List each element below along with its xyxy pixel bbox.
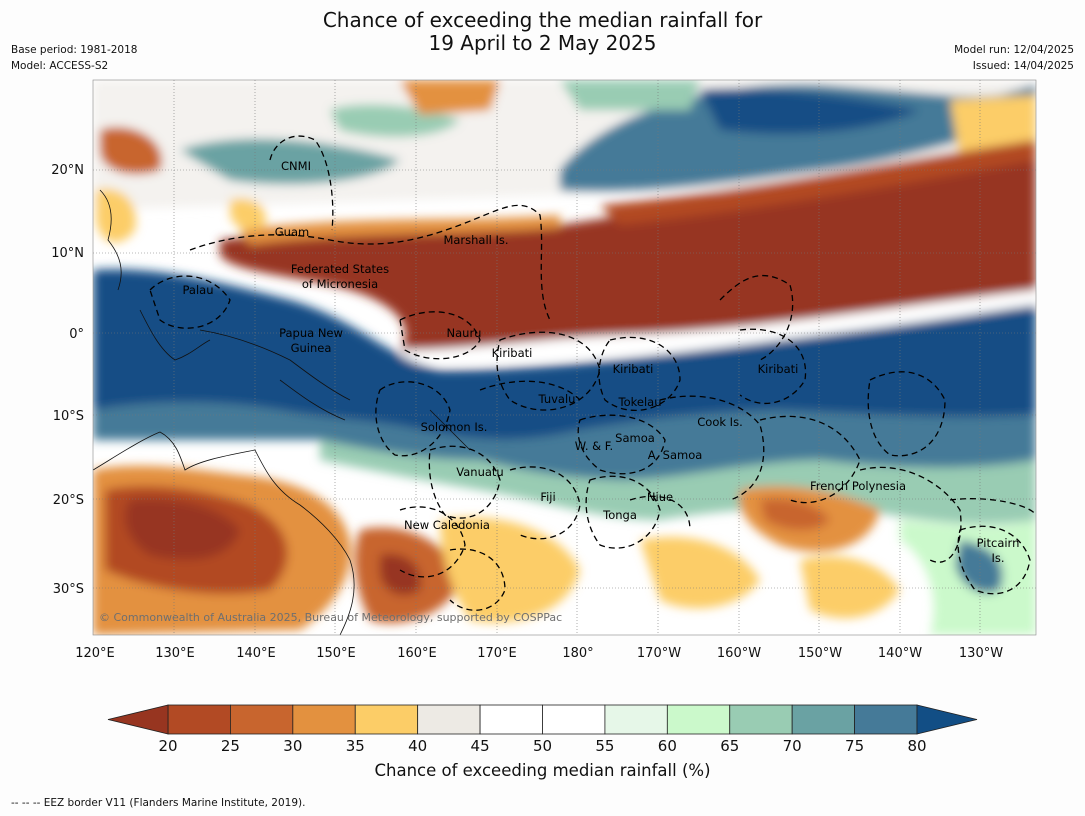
colorbar-tick-label: 60 bbox=[658, 737, 677, 755]
graticule bbox=[93, 80, 1036, 635]
model-name: Model: ACCESS-S2 bbox=[11, 60, 109, 72]
region-label: Vanuatu bbox=[456, 465, 503, 479]
lon-label: 170°W bbox=[637, 646, 681, 661]
lat-label: 20°S bbox=[53, 493, 84, 508]
map-title-line1: Chance of exceeding the median rainfall … bbox=[322, 8, 763, 32]
colorbar-cell bbox=[542, 704, 606, 735]
lon-label: 130°W bbox=[959, 646, 1003, 661]
lon-label: 160°W bbox=[717, 646, 761, 661]
colorbar-cell bbox=[666, 704, 731, 735]
colorbar-tick-label: 80 bbox=[907, 737, 926, 755]
region-label: French Polynesia bbox=[810, 479, 906, 493]
colorbar-tick-label: 55 bbox=[595, 737, 614, 755]
eez-borders bbox=[149, 135, 1036, 611]
colorbar-label: Chance of exceeding median rainfall (%) bbox=[374, 761, 711, 780]
lat-label: 30°S bbox=[53, 582, 84, 597]
colorbar-over-arrow bbox=[916, 704, 978, 735]
region-label: Guam bbox=[275, 225, 309, 239]
region-label: New Caledonia bbox=[404, 518, 490, 532]
region-label: Is. bbox=[991, 551, 1004, 565]
colorbar-tick-label: 35 bbox=[346, 737, 365, 755]
map-frame bbox=[92, 79, 1037, 636]
colorbar-cell bbox=[729, 704, 793, 735]
copyright-notice: © Commonwealth of Australia 2025, Bureau… bbox=[99, 611, 562, 624]
region-label: Pitcairn bbox=[977, 536, 1020, 550]
colorbar-tick-label: 50 bbox=[533, 737, 552, 755]
region-label: Niue bbox=[647, 490, 673, 504]
colorbar-cell bbox=[604, 704, 668, 735]
colorbar-cell bbox=[354, 704, 419, 735]
colorbar-tick-label: 20 bbox=[158, 737, 177, 755]
lon-label: 150°W bbox=[798, 646, 842, 661]
lat-label: 20°N bbox=[51, 163, 84, 178]
colorbar-tick-label: 65 bbox=[720, 737, 739, 755]
region-label: Samoa bbox=[615, 431, 655, 445]
colorbar-cell bbox=[417, 704, 481, 735]
region-label: Tokelau bbox=[618, 395, 662, 409]
colorbar-tick-label: 70 bbox=[783, 737, 802, 755]
lon-label: 140°E bbox=[236, 646, 276, 661]
region-label: Guinea bbox=[291, 341, 332, 355]
lon-label: 170°E bbox=[477, 646, 517, 661]
rainfall-probability-field: CNMI Guam Marshall Is. Federated States … bbox=[93, 80, 1036, 635]
lon-label: 160°E bbox=[397, 646, 437, 661]
region-label: A. Samoa bbox=[648, 448, 703, 462]
lon-label: 140°W bbox=[878, 646, 922, 661]
region-label: Kiribati bbox=[613, 362, 654, 376]
colorbar-cell bbox=[791, 704, 855, 735]
eez-footnote: -- -- -- EEZ border V11 (Flanders Marine… bbox=[11, 797, 306, 809]
colorbar-cell bbox=[230, 704, 294, 735]
lon-label: 130°E bbox=[155, 646, 195, 661]
region-label: Nauru bbox=[447, 326, 482, 340]
lon-label: 120°E bbox=[75, 646, 115, 661]
region-label: Cook Is. bbox=[697, 415, 742, 429]
model-run: Model run: 12/04/2025 bbox=[954, 44, 1074, 56]
region-label: Marshall Is. bbox=[443, 233, 508, 247]
lat-label: 10°N bbox=[51, 246, 84, 261]
region-label: Palau bbox=[183, 283, 214, 297]
colorbar-tick-label: 45 bbox=[471, 737, 490, 755]
lat-label: 10°S bbox=[53, 409, 84, 424]
issued-date: Issued: 14/04/2025 bbox=[972, 60, 1074, 72]
colorbar-cell bbox=[292, 704, 356, 735]
region-label: Solomon Is. bbox=[421, 420, 488, 434]
region-label: W. & F. bbox=[575, 439, 613, 453]
colorbar-tick-label: 25 bbox=[221, 737, 240, 755]
lat-label: 0° bbox=[69, 327, 84, 342]
base-period: Base period: 1981-2018 bbox=[11, 44, 138, 56]
colorbar: 20 25 30 35 40 45 50 55 60 65 70 75 80 bbox=[107, 704, 978, 755]
colorbar-cell bbox=[854, 704, 918, 735]
colorbar-tick-label: 30 bbox=[283, 737, 302, 755]
region-label: Kiribati bbox=[758, 362, 799, 376]
region-label: Federated States bbox=[291, 262, 389, 276]
region-label: Kiribati bbox=[492, 346, 533, 360]
region-label: Fiji bbox=[540, 490, 555, 504]
region-label: Tuvalu bbox=[538, 392, 576, 406]
map-title-line2: 19 April to 2 May 2025 bbox=[428, 31, 657, 55]
colorbar-tick-label: 75 bbox=[845, 737, 864, 755]
coastlines bbox=[93, 189, 471, 635]
colorbar-tick-label: 40 bbox=[408, 737, 427, 755]
region-label: Tonga bbox=[602, 508, 637, 522]
lon-label: 150°E bbox=[316, 646, 356, 661]
region-label: of Micronesia bbox=[302, 277, 378, 291]
colorbar-cell bbox=[479, 704, 543, 735]
region-label: CNMI bbox=[281, 159, 311, 173]
region-label: Papua New bbox=[279, 326, 343, 340]
colorbar-under-arrow bbox=[107, 704, 169, 735]
colorbar-cell bbox=[167, 704, 231, 735]
lon-label: 180° bbox=[562, 646, 593, 661]
